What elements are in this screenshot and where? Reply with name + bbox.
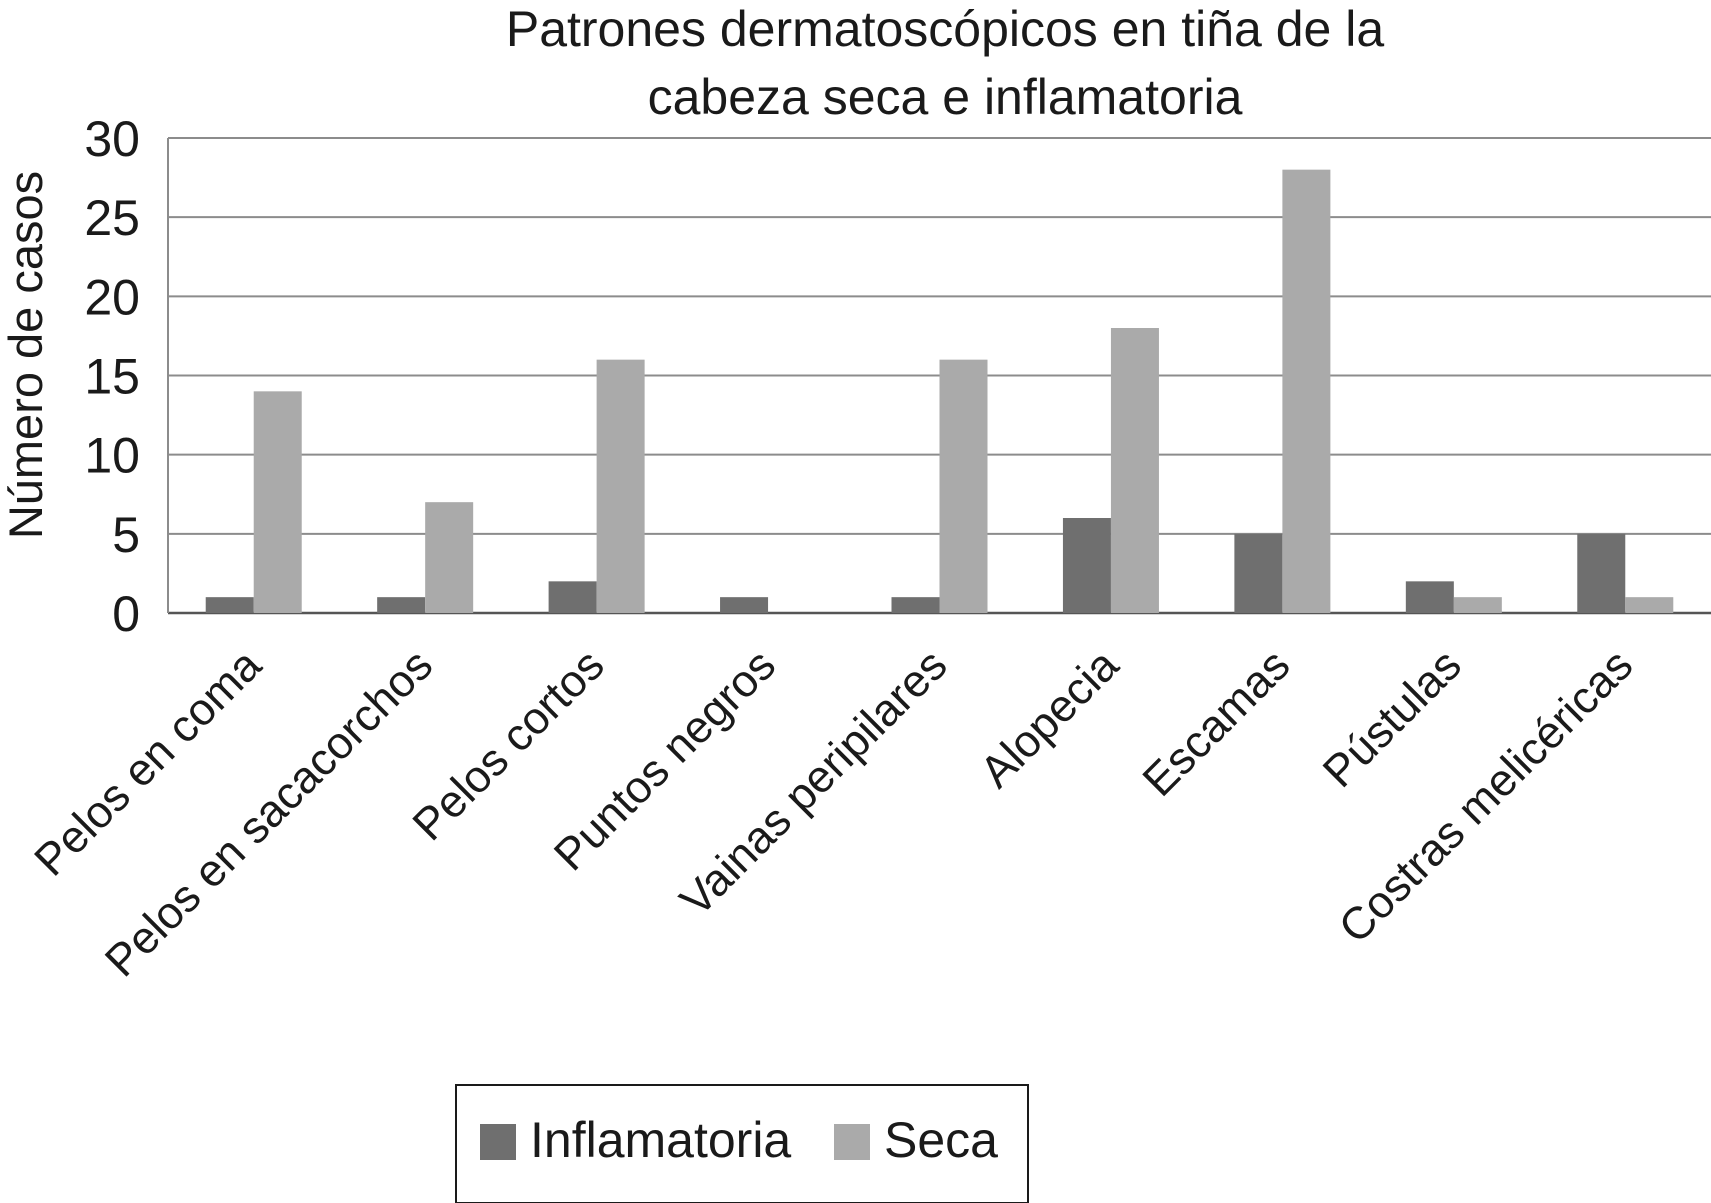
x-tick-label-escamas: Escamas	[1133, 639, 1300, 806]
y-tick-label: 30	[84, 111, 140, 167]
x-tick-label-pustulas: Pústulas	[1313, 639, 1471, 797]
y-tick-label: 25	[84, 190, 140, 246]
legend: Inflamatoria Seca	[455, 1084, 1029, 1203]
bar-seca-vainas-peripilares	[939, 359, 988, 613]
bar-inflamatoria-vainas-peripilares	[891, 597, 940, 613]
y-tick-labels: 0 5 10 15 20 25 30	[84, 111, 140, 642]
bar-inflamatoria-puntos-negros	[720, 597, 769, 613]
legend-label-seca: Seca	[884, 1112, 998, 1168]
legend-label-inflamatoria: Inflamatoria	[530, 1112, 791, 1168]
chart-title-line-2: cabeza seca e inflamatoria	[648, 69, 1243, 125]
y-tick-label: 0	[112, 586, 140, 642]
y-tick-label: 15	[84, 349, 140, 405]
chart-title-line-1: Patrones dermatoscópicos en tiña de la	[506, 1, 1384, 57]
bar-inflamatoria-pelos-en-coma	[205, 597, 254, 613]
bar-inflamatoria-pelos-cortos	[548, 581, 597, 613]
bar-inflamatoria-pelos-en-sacacorchos	[377, 597, 426, 613]
legend-box	[455, 1084, 1029, 1203]
bars	[205, 169, 1674, 613]
y-tick-label: 10	[84, 428, 140, 484]
bar-seca-costras-melicericas	[1625, 597, 1674, 613]
bar-seca-pustulas	[1453, 597, 1502, 613]
x-tick-label-pelos-en-sacacorchos: Pelos en sacacorchos	[95, 639, 442, 986]
x-tick-label-alopecia: Alopecia	[970, 638, 1129, 797]
legend-swatch-inflamatoria	[480, 1124, 516, 1160]
bar-seca-alopecia	[1110, 328, 1159, 613]
bar-inflamatoria-alopecia	[1062, 518, 1111, 613]
y-tick-label: 20	[84, 269, 140, 325]
bar-inflamatoria-costras-melicericas	[1577, 533, 1626, 613]
y-axis-label: Número de casos	[0, 171, 52, 539]
bar-seca-pelos-en-coma	[253, 391, 302, 613]
legend-swatch-seca	[834, 1124, 870, 1160]
bar-seca-pelos-cortos	[596, 359, 645, 613]
bar-inflamatoria-pustulas	[1405, 581, 1454, 613]
y-tick-label: 5	[112, 507, 140, 563]
x-tick-label-costras-melicericas: Costras melicéricas	[1329, 639, 1643, 953]
bar-seca-pelos-en-sacacorchos	[425, 502, 474, 613]
bar-seca-escamas	[1282, 169, 1331, 613]
bar-inflamatoria-escamas	[1234, 533, 1283, 613]
